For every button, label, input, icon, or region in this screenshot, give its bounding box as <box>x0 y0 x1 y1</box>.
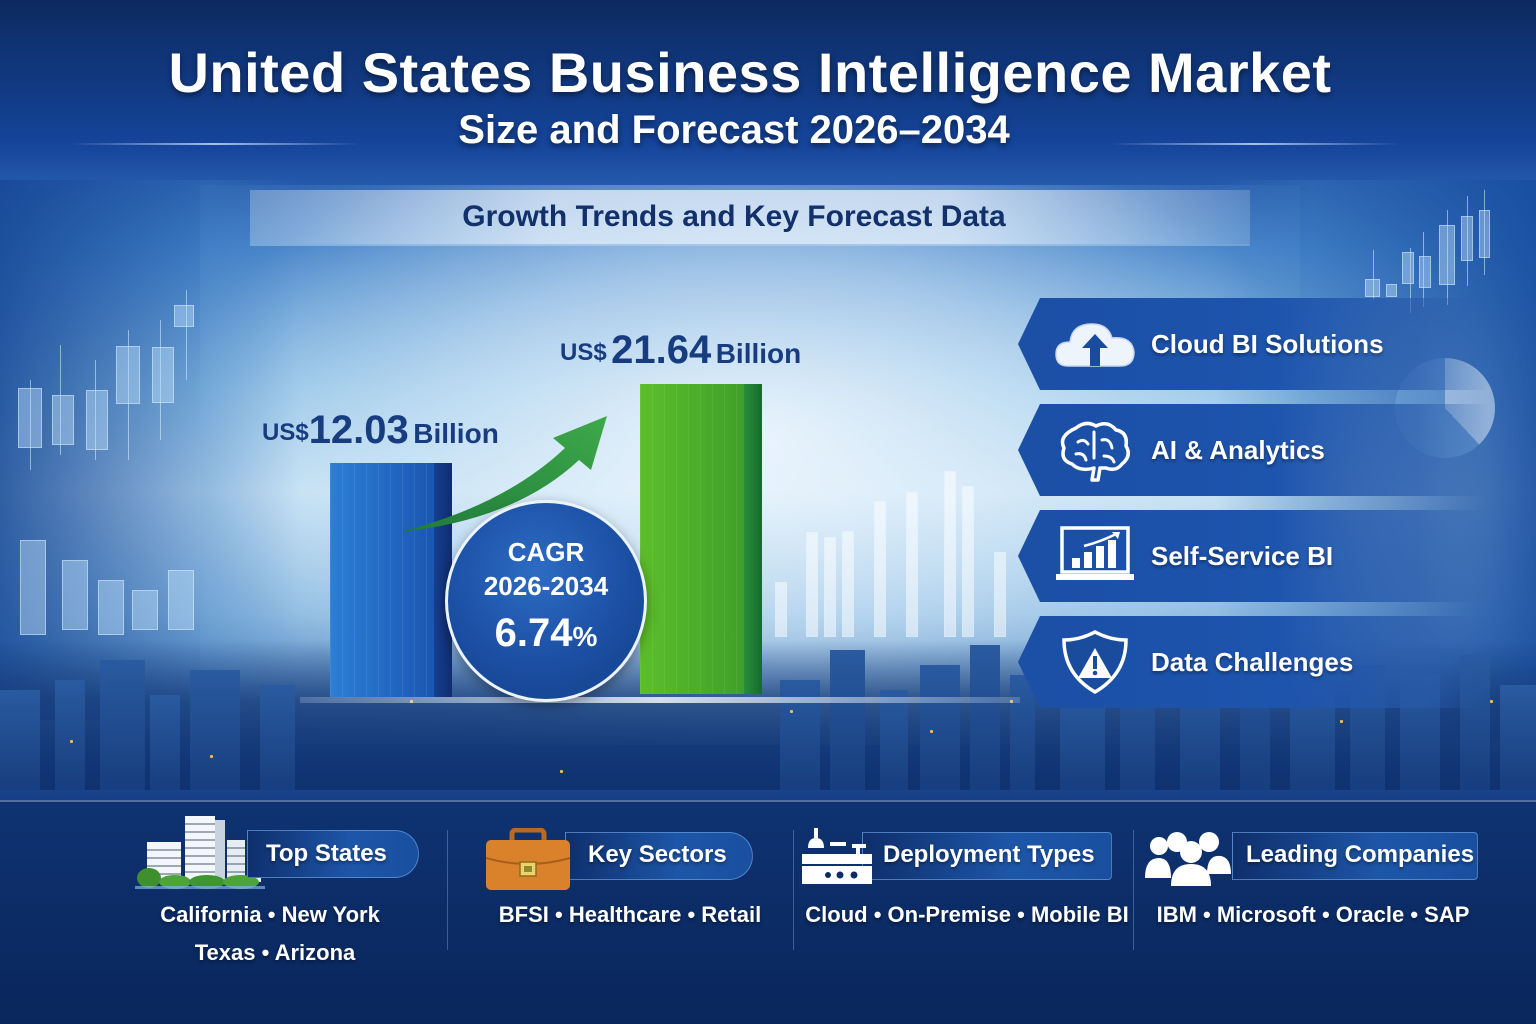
start-value-label: US$12.03 Billion <box>262 408 499 453</box>
end-value: 21.64 <box>611 328 712 372</box>
category-items: BFSI • Healthcare • Retail <box>498 902 762 927</box>
section-banner <box>250 190 1250 246</box>
category-title: Leading Companies <box>1246 841 1475 868</box>
feature-label: Data Challenges <box>1151 647 1354 677</box>
start-value: 12.03 <box>308 408 409 452</box>
cagr-period: 2026-2034 <box>483 571 609 601</box>
category-items: IBM • Microsoft • Oracle • SAP <box>1156 902 1470 927</box>
category-items: Cloud • On-Premise • Mobile BI <box>805 902 1129 927</box>
cagr-badge: CAGR 2026-2034 6.74% <box>445 500 647 702</box>
divider <box>793 830 794 950</box>
title-rule-left <box>70 143 360 145</box>
cloud-upload-icon <box>1055 323 1135 367</box>
feature-self-service-bi: Self-Service BI <box>1018 510 1488 602</box>
briefcase-icon <box>485 828 571 890</box>
feature-ai-analytics: AI & Analytics <box>1018 404 1488 496</box>
bar-start-year <box>330 463 434 697</box>
category-title: Deployment Types <box>883 841 1095 868</box>
deployment-types-pill <box>862 832 1112 880</box>
feature-label: Cloud BI Solutions <box>1151 329 1384 359</box>
category-title: Top States <box>266 840 387 867</box>
key-sectors-pill <box>565 832 753 880</box>
end-unit: Billion <box>715 338 802 369</box>
feature-label: AI & Analytics <box>1151 435 1325 465</box>
brain-icon <box>1060 421 1130 482</box>
city-skyline <box>0 640 1536 790</box>
chart-baseline <box>300 697 1020 703</box>
growth-arrow-icon <box>400 416 607 532</box>
bar-forecast-year <box>640 384 744 694</box>
shield-warning-icon <box>1062 630 1128 694</box>
divider <box>447 830 448 950</box>
divider <box>1133 830 1134 950</box>
section-heading: Growth Trends and Key Forecast Data <box>462 200 1006 233</box>
top-states-pill <box>247 830 419 878</box>
cagr-value-wrap: 6.74% <box>448 611 644 656</box>
page-title: United States Business Intelligence Mark… <box>168 41 1332 104</box>
category-items: Texas • Arizona <box>194 940 356 965</box>
server-icon <box>802 828 872 884</box>
feature-cloud-bi: Cloud BI Solutions <box>1018 298 1488 390</box>
feature-data-challenges: Data Challenges <box>1018 616 1488 708</box>
cagr-value: 6.74 <box>494 611 573 655</box>
people-icon <box>1145 832 1231 886</box>
cagr-label: CAGR <box>507 537 585 567</box>
category-title: Key Sectors <box>588 841 727 868</box>
start-currency: US$ <box>262 419 309 447</box>
feature-label: Self-Service BI <box>1151 541 1334 571</box>
title-rule-right <box>1110 143 1400 145</box>
page-subtitle: Size and Forecast 2026–2034 <box>458 108 1010 152</box>
start-unit: Billion <box>413 418 499 449</box>
laptop-chart-icon <box>1056 526 1134 580</box>
end-value-label: US$ 21.64 Billion <box>560 328 801 373</box>
cagr-suffix: % <box>572 621 598 652</box>
bar-forecast-year-side <box>744 384 762 694</box>
buildings-icon <box>135 816 265 889</box>
end-currency: US$ <box>560 339 607 367</box>
leading-companies-pill <box>1232 832 1478 880</box>
left-candlestick-backdrop <box>0 180 300 720</box>
category-items: California • New York <box>160 902 380 927</box>
